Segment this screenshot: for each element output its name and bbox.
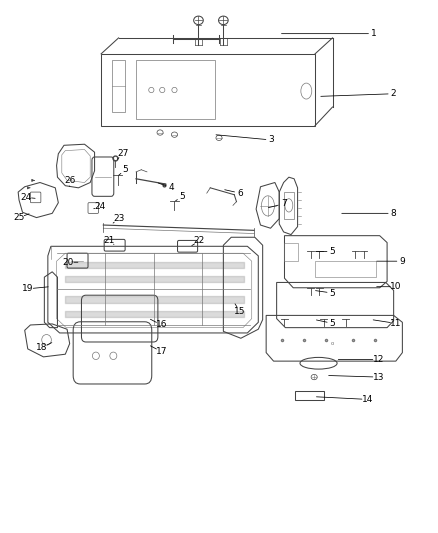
Text: o: o bbox=[331, 341, 334, 346]
Text: 25: 25 bbox=[13, 213, 25, 222]
Text: 14: 14 bbox=[362, 395, 373, 404]
Text: 21: 21 bbox=[103, 237, 115, 246]
Text: 5: 5 bbox=[330, 319, 336, 328]
Text: 18: 18 bbox=[36, 343, 48, 352]
Text: 12: 12 bbox=[373, 355, 384, 364]
Text: 3: 3 bbox=[268, 135, 274, 144]
Text: 13: 13 bbox=[373, 373, 384, 382]
Text: 22: 22 bbox=[194, 237, 205, 246]
Text: 23: 23 bbox=[113, 214, 124, 223]
Text: 8: 8 bbox=[391, 209, 396, 218]
Text: 6: 6 bbox=[237, 189, 243, 198]
Text: 5: 5 bbox=[179, 192, 185, 201]
Text: 11: 11 bbox=[390, 319, 402, 328]
Text: 16: 16 bbox=[155, 320, 167, 329]
Text: 5: 5 bbox=[330, 247, 336, 256]
Text: 2: 2 bbox=[391, 89, 396, 98]
Text: 15: 15 bbox=[234, 307, 246, 316]
Text: 7: 7 bbox=[281, 199, 286, 208]
Text: 20: 20 bbox=[63, 258, 74, 266]
Text: 9: 9 bbox=[399, 257, 405, 265]
Text: 24: 24 bbox=[21, 193, 32, 202]
Text: 5: 5 bbox=[330, 288, 336, 297]
Text: 24: 24 bbox=[95, 203, 106, 212]
Text: 5: 5 bbox=[122, 165, 128, 174]
Text: 27: 27 bbox=[117, 149, 129, 158]
Text: 17: 17 bbox=[155, 347, 167, 356]
Text: 26: 26 bbox=[64, 176, 75, 185]
Text: 1: 1 bbox=[371, 29, 377, 38]
Text: 19: 19 bbox=[22, 284, 34, 293]
Text: 4: 4 bbox=[168, 183, 174, 192]
Text: 10: 10 bbox=[390, 282, 402, 291]
